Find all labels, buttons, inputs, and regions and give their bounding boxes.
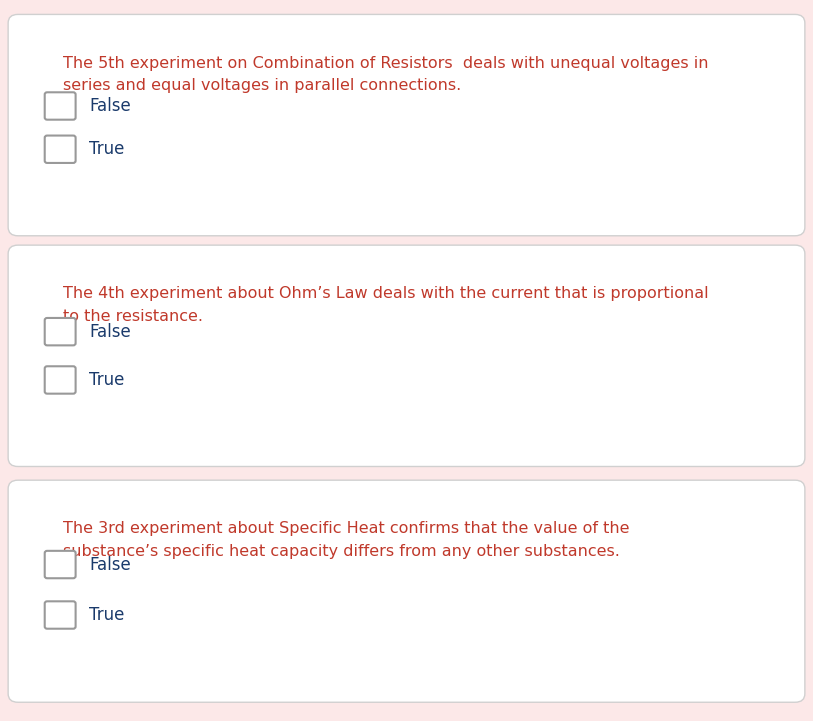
FancyBboxPatch shape bbox=[45, 601, 76, 629]
Text: The 3rd experiment about Specific Heat confirms that the value of the
substance’: The 3rd experiment about Specific Heat c… bbox=[63, 521, 629, 559]
Text: The 4th experiment about Ohm’s Law deals with the current that is proportional
t: The 4th experiment about Ohm’s Law deals… bbox=[63, 286, 708, 324]
FancyBboxPatch shape bbox=[45, 551, 76, 578]
Text: False: False bbox=[89, 97, 131, 115]
Text: False: False bbox=[89, 323, 131, 340]
Text: False: False bbox=[89, 556, 131, 573]
FancyBboxPatch shape bbox=[45, 92, 76, 120]
FancyBboxPatch shape bbox=[8, 245, 805, 466]
FancyBboxPatch shape bbox=[8, 480, 805, 702]
Text: True: True bbox=[89, 141, 125, 158]
FancyBboxPatch shape bbox=[45, 136, 76, 163]
FancyBboxPatch shape bbox=[8, 14, 805, 236]
Text: True: True bbox=[89, 606, 125, 624]
FancyBboxPatch shape bbox=[45, 318, 76, 345]
FancyBboxPatch shape bbox=[45, 366, 76, 394]
Text: The 5th experiment on Combination of Resistors  deals with unequal voltages in
s: The 5th experiment on Combination of Res… bbox=[63, 56, 708, 93]
Text: True: True bbox=[89, 371, 125, 389]
